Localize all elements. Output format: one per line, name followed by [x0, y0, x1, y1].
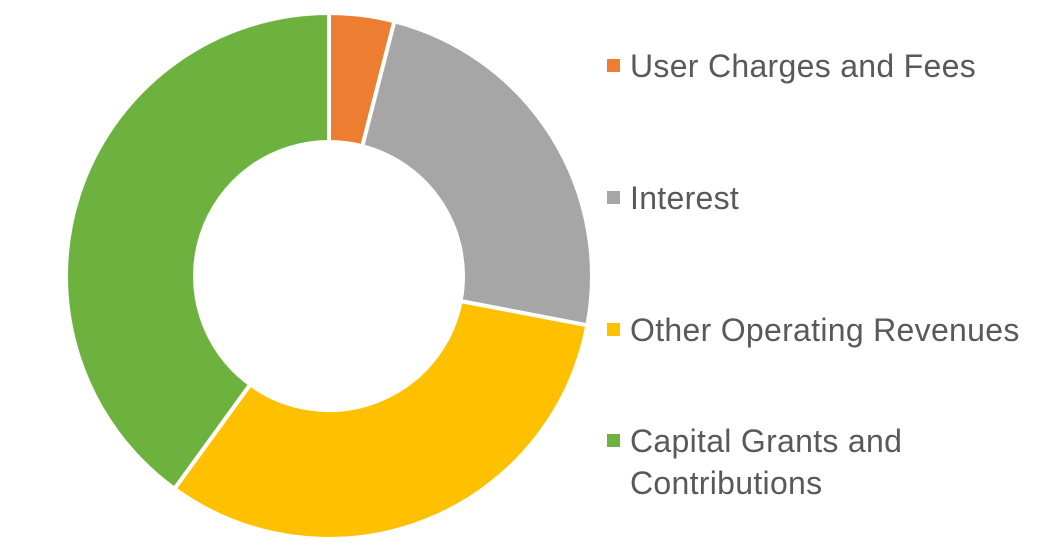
legend-row: User Charges and Fees	[607, 0, 1049, 132]
legend: User Charges and Fees Interest Other Ope…	[607, 0, 1049, 556]
legend-row: Interest	[607, 132, 1049, 264]
donut-slice-capital-grants-and-contributions	[64, 11, 331, 491]
legend-marker-icon	[607, 434, 620, 447]
legend-item-interest: Interest	[607, 177, 739, 219]
donut-slice-interest	[360, 19, 594, 328]
legend-row: Capital Grants and Contributions	[607, 396, 1049, 528]
legend-item-other-operating-revenues: Other Operating Revenues	[607, 309, 1020, 351]
donut-slice-other-operating-revenues	[172, 299, 590, 541]
legend-marker-icon	[607, 191, 620, 204]
legend-label: User Charges and Fees	[630, 48, 977, 84]
legend-label: Interest	[630, 180, 740, 216]
legend-label: Capital Grants and Contributions	[630, 423, 903, 501]
legend-marker-icon	[607, 323, 620, 336]
legend-row: Other Operating Revenues	[607, 264, 1049, 396]
legend-item-user-charges-and-fees: User Charges and Fees	[607, 45, 976, 87]
legend-label: Other Operating Revenues	[630, 312, 1020, 348]
legend-item-capital-grants-and-contributions: Capital Grants and Contributions	[607, 420, 1045, 504]
legend-marker-icon	[607, 59, 620, 72]
